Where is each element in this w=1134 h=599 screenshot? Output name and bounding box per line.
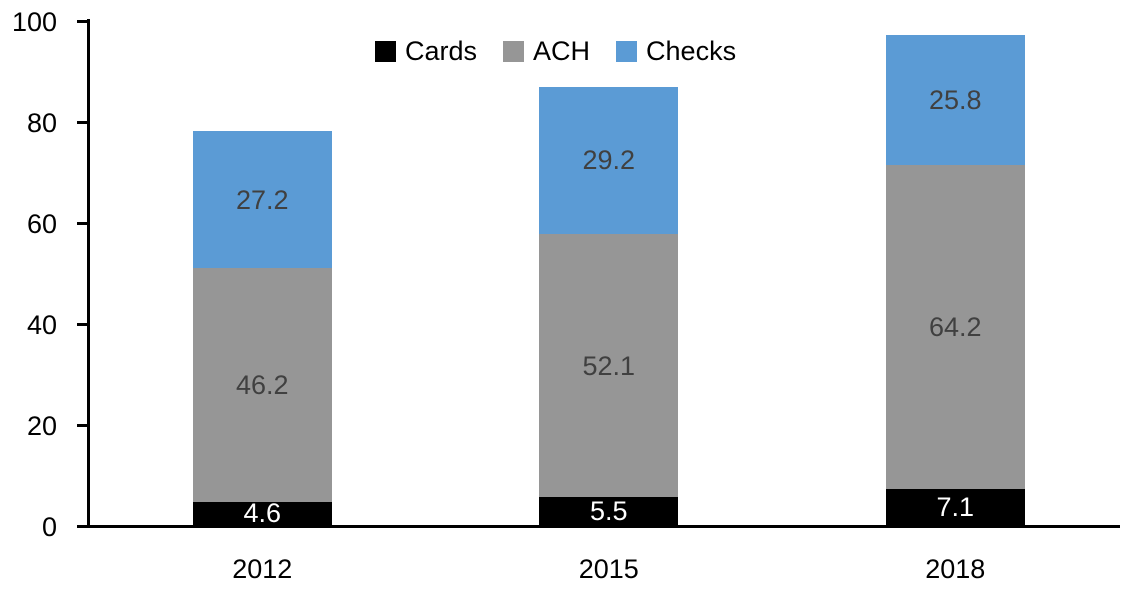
- x-axis-label-2018: 2018: [925, 554, 986, 584]
- y-axis-tick-label: 100: [11, 6, 57, 37]
- bar-value-label: 25.8: [928, 84, 982, 115]
- legend-swatch-cards: [375, 41, 396, 62]
- legend-label-checks: Checks: [646, 36, 737, 66]
- y-axis-line: [87, 19, 90, 528]
- y-axis-tick-label: 60: [26, 208, 57, 239]
- bar-value-label: 27.2: [235, 184, 289, 215]
- bar-segment-cards-2012: [192, 501, 332, 525]
- bar-value-label: 52.1: [582, 350, 636, 381]
- bar-segment-checks-2015: [539, 86, 679, 235]
- legend-label-cards: Cards: [405, 36, 478, 66]
- legend-item-ach: ACH: [503, 38, 590, 65]
- x-axis-line: [77, 525, 1120, 528]
- bar-segment-checks-2012: [192, 131, 332, 269]
- bar-segment-cards-2015: [539, 497, 679, 525]
- y-axis-tick: [77, 20, 87, 23]
- legend-label-ach: ACH: [533, 36, 591, 66]
- y-axis-tick-label: 80: [26, 107, 57, 138]
- bar-segment-ach-2018: [885, 164, 1025, 490]
- bar-value-label: 5.5: [589, 496, 628, 527]
- bar-value-label: 46.2: [235, 370, 289, 401]
- y-axis-tick-label: 20: [26, 410, 57, 441]
- y-axis-tick: [77, 424, 87, 427]
- chart-legend: Cards ACH Checks: [375, 38, 736, 65]
- y-axis-tick: [77, 222, 87, 225]
- y-axis-tick: [77, 121, 87, 124]
- x-axis-label-2015: 2015: [578, 554, 639, 584]
- bar-segment-checks-2018: [885, 34, 1025, 165]
- bar-segment-cards-2018: [885, 489, 1025, 525]
- y-axis-tick-label: 0: [41, 511, 57, 542]
- bar-value-label: 64.2: [928, 312, 982, 343]
- bar-segment-ach-2012: [192, 268, 332, 502]
- y-axis-tick: [77, 525, 87, 528]
- y-axis-tick: [77, 323, 87, 326]
- legend-item-cards: Cards: [375, 38, 477, 65]
- legend-item-checks: Checks: [616, 38, 736, 65]
- bar-value-label: 29.2: [582, 145, 636, 176]
- y-axis-tick-label: 40: [26, 309, 57, 340]
- legend-swatch-checks: [616, 41, 638, 62]
- x-axis-label-2012: 2012: [232, 554, 293, 584]
- legend-swatch-ach: [503, 41, 525, 62]
- bar-value-label: 7.1: [936, 492, 975, 523]
- bar-value-label: 4.6: [243, 498, 282, 529]
- bar-segment-ach-2015: [539, 234, 679, 498]
